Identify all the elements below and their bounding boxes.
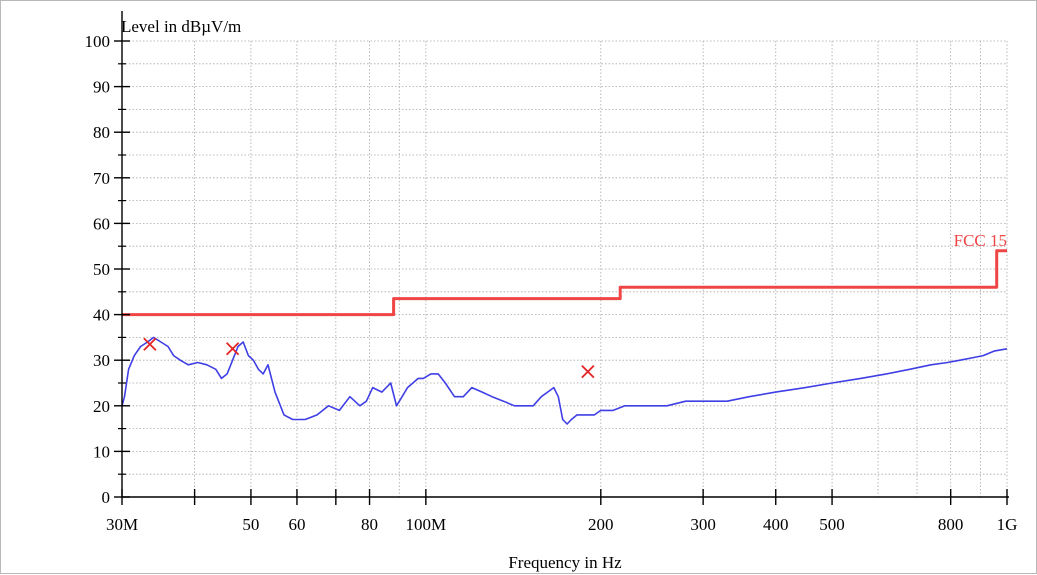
- x-tick-label: 60: [288, 515, 305, 534]
- grid: [121, 40, 1008, 498]
- x-tick-label: 30M: [106, 515, 138, 534]
- x-tick-label: 400: [763, 515, 789, 534]
- markers: [143, 337, 595, 379]
- y-tick-label: 0: [102, 488, 111, 507]
- peak-marker-stroke: [581, 364, 595, 379]
- y-tick-label: 60: [93, 214, 110, 233]
- peak-marker-stroke: [225, 342, 240, 356]
- x-tick-label: 200: [588, 515, 614, 534]
- x-tick-label: 500: [819, 515, 845, 534]
- y-tick-label: 20: [93, 397, 110, 416]
- measurement-trace: [121, 336, 1008, 425]
- x-tick-label: 50: [242, 515, 259, 534]
- peak-marker: [143, 337, 157, 351]
- y-axis-title: Level in dBµV/m: [121, 17, 241, 36]
- x-tick-label: 300: [690, 515, 716, 534]
- peak-marker: [225, 342, 240, 356]
- series-layer: [121, 249, 1008, 425]
- y-tick-label: 70: [93, 169, 110, 188]
- x-axis-title: Frequency in Hz: [508, 553, 622, 572]
- x-tick-label: 80: [361, 515, 378, 534]
- x-tick-label: 800: [938, 515, 964, 534]
- y-tick-label: 80: [93, 123, 110, 142]
- x-tick-label: 1G: [997, 515, 1018, 534]
- y-tick-label: 30: [93, 351, 110, 370]
- axes: 0 10 20 30 40 50 60 70 80 90 100 30M 50 60 80 100M 200 30…: [85, 11, 1018, 534]
- peak-marker: [581, 364, 595, 379]
- y-tick-label: 90: [93, 78, 110, 97]
- y-tick-label: 10: [93, 442, 110, 461]
- limit-line-label: FCC 15: [954, 231, 1007, 250]
- y-tick-label: 50: [93, 260, 110, 279]
- limit-line-fcc15: [122, 249, 1007, 317]
- peak-marker-stroke: [143, 337, 157, 351]
- y-tick-label: 40: [93, 306, 110, 325]
- y-tick-label: 100: [85, 32, 111, 51]
- x-tick-label: 100M: [406, 515, 447, 534]
